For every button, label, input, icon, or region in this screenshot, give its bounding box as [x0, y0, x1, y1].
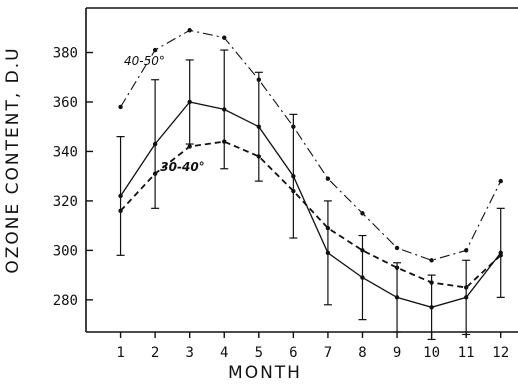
data-point-solid — [291, 173, 296, 179]
x-tick-label: 5 — [255, 345, 263, 361]
x-axis-title: MONTH — [228, 363, 302, 383]
data-point-dashed — [256, 154, 261, 159]
data-point-dash-dot — [291, 124, 296, 129]
y-tick-label: 380 — [53, 46, 78, 62]
data-point-solid — [256, 124, 261, 129]
data-point-dashed — [394, 265, 400, 270]
x-tick-label: 9 — [393, 345, 401, 361]
data-point-dashed — [463, 285, 469, 290]
y-tick-label: 320 — [53, 194, 78, 210]
y-tick-label: 340 — [53, 144, 78, 160]
series-line-dashed — [119, 140, 502, 289]
plot-frame — [85, 7, 518, 333]
data-point-dashed — [118, 208, 123, 214]
x-tick-label: 12 — [492, 345, 509, 361]
data-point-dashed — [429, 280, 434, 285]
data-point-solid — [222, 107, 227, 112]
series-line-solid — [120, 101, 502, 308]
data-point-dashed — [325, 225, 331, 231]
data-point-dashed — [152, 171, 158, 176]
data-point-dash-dot — [256, 77, 261, 82]
y-axis-title: OZONE CONTENT, D.U — [3, 46, 23, 273]
data-point-solid — [118, 193, 123, 199]
data-point-dash-dot — [429, 258, 434, 263]
x-tick-label: 11 — [458, 345, 475, 361]
data-point-solid — [463, 295, 469, 300]
x-axis: 1 2 3 4 5 6 7 8 9 10 11 12 — [116, 332, 509, 361]
data-point-dashed — [360, 248, 365, 253]
x-tick-label: 4 — [220, 345, 228, 361]
data-point-solid — [360, 275, 365, 280]
y-tick-label: 300 — [53, 243, 78, 259]
series-labels: 40-50° 30-40° — [124, 54, 205, 174]
y-tick-label: 280 — [53, 293, 78, 309]
data-point-dash-dot — [118, 104, 123, 110]
data-point-dash-dot — [152, 47, 158, 53]
data-point-dash-dot — [325, 176, 331, 181]
data-point-dash-dot — [463, 248, 469, 253]
data-point-dash-dot — [222, 35, 227, 40]
x-tick-label: 6 — [289, 345, 297, 361]
data-point-dashed — [222, 139, 227, 144]
data-point-dashed — [498, 253, 503, 258]
data-point-dash-dot — [187, 28, 192, 33]
data-point-solid — [394, 295, 400, 300]
data-point-dashed — [187, 144, 192, 149]
data-point-dash-dot — [394, 245, 400, 251]
series-label-30-40: 30-40° — [160, 160, 204, 174]
x-tick-label: 8 — [358, 345, 366, 361]
y-axis: 280 300 320 340 360 380 — [53, 46, 93, 309]
series-lines — [118, 28, 503, 310]
x-tick-label: 3 — [185, 345, 193, 361]
x-tick-label: 2 — [151, 345, 159, 361]
data-point-solid — [187, 99, 192, 105]
y-tick-label: 360 — [53, 95, 78, 111]
data-point-solid — [429, 305, 434, 310]
data-point-solid — [152, 141, 158, 147]
data-point-solid — [325, 250, 331, 256]
data-point-dash-dot — [498, 178, 503, 184]
data-point-dash-dot — [360, 211, 365, 216]
data-point-dashed — [291, 188, 296, 194]
series-line-dash-dot — [120, 29, 502, 261]
x-tick-label: 1 — [116, 345, 124, 361]
error-bars — [116, 49, 505, 341]
series-label-40-50: 40-50° — [124, 54, 165, 68]
x-tick-label: 10 — [423, 345, 440, 361]
x-tick-label: 7 — [324, 345, 332, 361]
